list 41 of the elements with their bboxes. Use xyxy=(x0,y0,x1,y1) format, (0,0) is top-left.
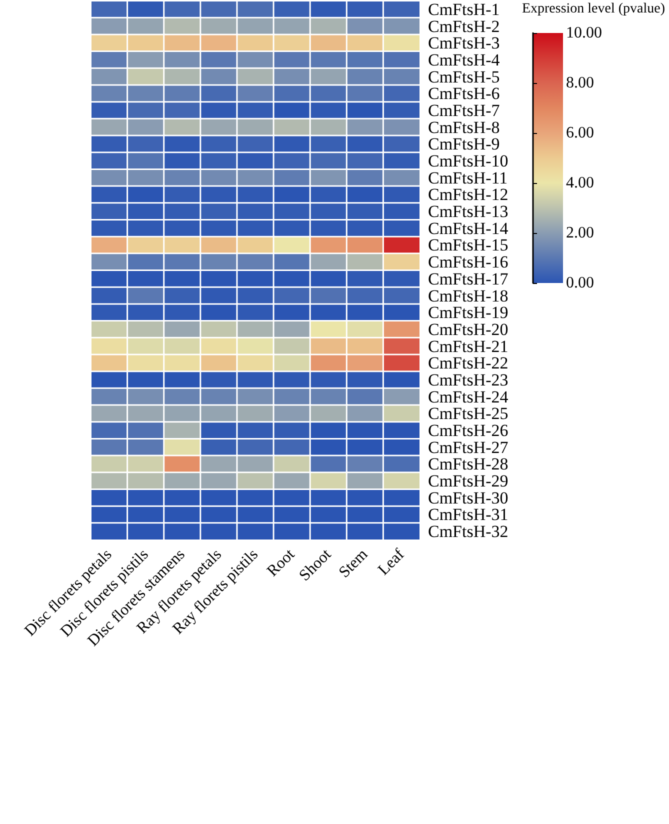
y-tick-label: CmFtsH-23 xyxy=(428,370,508,390)
y-tick-label: CmFtsH-15 xyxy=(428,236,508,255)
y-tick-label: CmFtsH-25 xyxy=(428,404,508,424)
y-tick-label: CmFtsH-20 xyxy=(428,320,508,339)
color-bar-title: Expression level (pvalue) xyxy=(522,2,666,16)
y-tick-label: CmFtsH-31 xyxy=(428,505,508,524)
y-tick-label: CmFtsH-13 xyxy=(428,202,508,222)
x-tick-label: Stem xyxy=(336,546,372,582)
y-tick-label: CmFtsH-8 xyxy=(428,118,500,137)
y-tick-label: CmFtsH-32 xyxy=(428,522,508,542)
y-tick-label: CmFtsH-18 xyxy=(428,286,508,306)
y-tick-label: CmFtsH-30 xyxy=(428,488,508,508)
y-tick-label: CmFtsH-26 xyxy=(428,421,508,440)
y-tick-label: CmFtsH-3 xyxy=(428,34,500,53)
y-tick-label: CmFtsH-10 xyxy=(428,152,508,171)
y-tick-label: CmFtsH-6 xyxy=(428,84,500,104)
y-tick-label: CmFtsH-16 xyxy=(428,252,508,272)
y-tick-label: CmFtsH-5 xyxy=(428,67,500,86)
y-tick-label: CmFtsH-9 xyxy=(428,134,500,154)
y-tick-label: CmFtsH-28 xyxy=(428,454,508,474)
x-tick-label: Root xyxy=(264,546,298,580)
color-bar-label: 2.00 xyxy=(566,224,594,242)
color-bar-label: 4.00 xyxy=(566,174,594,192)
y-tick-label: CmFtsH-27 xyxy=(428,438,509,457)
y-tick-label: CmFtsH-29 xyxy=(428,472,508,491)
y-tick-label: CmFtsH-21 xyxy=(428,336,508,356)
y-tick-label: CmFtsH-4 xyxy=(428,50,500,70)
y-tick-label: CmFtsH-7 xyxy=(428,100,500,120)
y-tick-label: CmFtsH-19 xyxy=(428,303,508,322)
color-bar-label: 8.00 xyxy=(566,74,594,92)
color-bar-label: 10.00 xyxy=(566,24,602,42)
y-tick-label: CmFtsH-14 xyxy=(428,218,509,238)
y-tick-label: CmFtsH-24 xyxy=(428,387,509,406)
y-tick-label: CmFtsH-2 xyxy=(428,16,500,36)
color-bar-label: 6.00 xyxy=(566,124,594,142)
y-tick-label: CmFtsH-1 xyxy=(428,0,500,19)
y-tick-label: CmFtsH-22 xyxy=(428,354,508,373)
y-tick-label: CmFtsH-11 xyxy=(428,168,508,188)
color-bar-label: 0.00 xyxy=(566,274,594,292)
y-tick-label: CmFtsH-12 xyxy=(428,185,508,204)
y-tick-label: CmFtsH-17 xyxy=(428,269,509,288)
